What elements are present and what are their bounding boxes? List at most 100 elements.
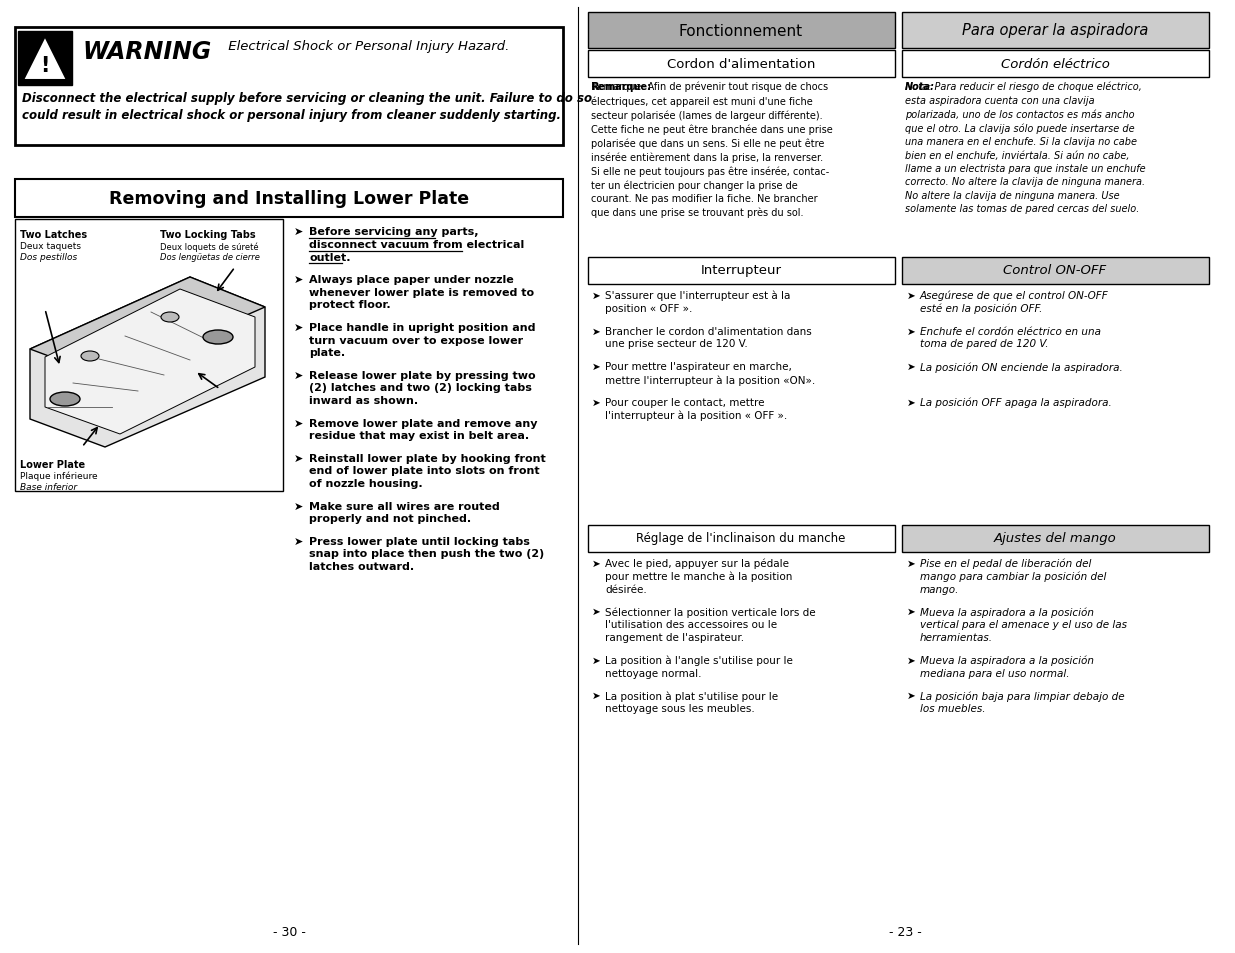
- Text: l'interrupteur à la position « OFF ».: l'interrupteur à la position « OFF ».: [605, 410, 787, 420]
- Text: snap into place then push the two (2): snap into place then push the two (2): [309, 549, 545, 558]
- Text: Pour couper le contact, mettre: Pour couper le contact, mettre: [605, 397, 764, 407]
- Text: ➤: ➤: [592, 397, 600, 407]
- Text: ➤: ➤: [592, 655, 600, 665]
- Text: protect floor.: protect floor.: [309, 300, 390, 310]
- Polygon shape: [30, 277, 266, 448]
- FancyBboxPatch shape: [588, 51, 895, 78]
- Text: ➤: ➤: [592, 291, 600, 301]
- Text: Para operar la aspiradora: Para operar la aspiradora: [962, 24, 1149, 38]
- Text: ➤: ➤: [294, 418, 304, 428]
- Text: Place handle in upright position and: Place handle in upright position and: [309, 322, 536, 333]
- Text: Fonctionnement: Fonctionnement: [679, 24, 803, 38]
- Text: Electrical Shock or Personal Injury Hazard.: Electrical Shock or Personal Injury Haza…: [224, 40, 509, 53]
- Text: herramientas.: herramientas.: [920, 633, 993, 642]
- Text: !: !: [41, 56, 49, 76]
- Text: Remarque:: Remarque:: [592, 82, 651, 91]
- Text: une prise secteur de 120 V.: une prise secteur de 120 V.: [605, 339, 747, 349]
- Text: Sélectionner la position verticale lors de: Sélectionner la position verticale lors …: [605, 607, 815, 618]
- Text: Remove lower plate and remove any: Remove lower plate and remove any: [309, 418, 537, 428]
- Text: ➤: ➤: [592, 362, 600, 372]
- Text: ➤: ➤: [592, 691, 600, 700]
- Text: inward as shown.: inward as shown.: [309, 395, 419, 406]
- Text: los muebles.: los muebles.: [920, 703, 986, 714]
- Text: Before servicing any parts,: Before servicing any parts,: [309, 227, 478, 236]
- Text: position « OFF ».: position « OFF ».: [605, 303, 693, 314]
- FancyBboxPatch shape: [588, 525, 895, 553]
- Text: properly and not pinched.: properly and not pinched.: [309, 514, 471, 524]
- Text: plate.: plate.: [309, 348, 345, 358]
- Text: ➤: ➤: [906, 691, 915, 700]
- Text: ➤: ➤: [592, 326, 600, 336]
- Text: latches outward.: latches outward.: [309, 561, 414, 572]
- Text: Mueva la aspiradora a la posición: Mueva la aspiradora a la posición: [920, 655, 1094, 665]
- Text: pour mettre le manche à la position: pour mettre le manche à la position: [605, 571, 793, 581]
- Text: end of lower plate into slots on front: end of lower plate into slots on front: [309, 466, 540, 476]
- Text: ➤: ➤: [294, 227, 304, 236]
- Text: Ajustes del mango: Ajustes del mango: [994, 532, 1116, 545]
- Text: La position à plat s'utilise pour le: La position à plat s'utilise pour le: [605, 691, 778, 701]
- Text: Cordon d'alimentation: Cordon d'alimentation: [667, 57, 815, 71]
- Text: mango para cambiar la posición del: mango para cambiar la posición del: [920, 571, 1107, 581]
- Text: Mueva la aspiradora a la posición: Mueva la aspiradora a la posición: [920, 607, 1094, 618]
- Text: outlet.: outlet.: [309, 253, 351, 262]
- Text: ➤: ➤: [294, 371, 304, 380]
- Text: Asegúrese de que el control ON-OFF: Asegúrese de que el control ON-OFF: [920, 291, 1109, 301]
- Text: residue that may exist in belt area.: residue that may exist in belt area.: [309, 431, 529, 441]
- Text: ➤: ➤: [906, 558, 915, 568]
- Text: Remarque: Afin de prévenir tout risque de chocs
électriques, cet appareil est mu: Remarque: Afin de prévenir tout risque d…: [592, 82, 832, 218]
- Text: ➤: ➤: [294, 454, 304, 463]
- Text: Pise en el pedal de liberación del: Pise en el pedal de liberación del: [920, 558, 1092, 569]
- Text: Réglage de l'inclinaison du manche: Réglage de l'inclinaison du manche: [636, 532, 846, 545]
- Text: rangement de l'aspirateur.: rangement de l'aspirateur.: [605, 633, 745, 642]
- Text: nettoyage sous les meubles.: nettoyage sous les meubles.: [605, 703, 755, 714]
- Text: La position à l'angle s'utilise pour le: La position à l'angle s'utilise pour le: [605, 655, 793, 665]
- Text: désirée.: désirée.: [605, 584, 647, 594]
- Text: Dos lengüetas de cierre: Dos lengüetas de cierre: [161, 253, 259, 262]
- Text: Brancher le cordon d'alimentation dans: Brancher le cordon d'alimentation dans: [605, 326, 811, 336]
- FancyBboxPatch shape: [902, 51, 1209, 78]
- Text: ➤: ➤: [906, 607, 915, 617]
- Text: - 30 -: - 30 -: [273, 925, 305, 938]
- Ellipse shape: [82, 352, 99, 361]
- Text: of nozzle housing.: of nozzle housing.: [309, 478, 422, 489]
- FancyBboxPatch shape: [902, 257, 1209, 285]
- Text: mettre l'interrupteur à la position «ON».: mettre l'interrupteur à la position «ON»…: [605, 375, 815, 385]
- Text: Press lower plate until locking tabs: Press lower plate until locking tabs: [309, 537, 530, 546]
- Text: Interrupteur: Interrupteur: [700, 264, 782, 277]
- Text: mediana para el uso normal.: mediana para el uso normal.: [920, 668, 1070, 678]
- Text: Lower Plate: Lower Plate: [20, 459, 85, 470]
- FancyBboxPatch shape: [15, 28, 563, 146]
- Text: Cordón eléctrico: Cordón eléctrico: [1000, 57, 1109, 71]
- FancyBboxPatch shape: [588, 257, 895, 285]
- Text: Pour mettre l'aspirateur en marche,: Pour mettre l'aspirateur en marche,: [605, 362, 792, 372]
- Text: - 23 -: - 23 -: [889, 925, 921, 938]
- FancyBboxPatch shape: [15, 180, 563, 218]
- Text: Enchufe el cordón eléctrico en una: Enchufe el cordón eléctrico en una: [920, 326, 1100, 336]
- Text: Deux loquets de súreté: Deux loquets de súreté: [161, 242, 258, 252]
- Text: vertical para el amenace y el uso de las: vertical para el amenace y el uso de las: [920, 619, 1128, 630]
- FancyBboxPatch shape: [902, 13, 1209, 49]
- Text: Removing and Installing Lower Plate: Removing and Installing Lower Plate: [109, 190, 469, 208]
- Text: Release lower plate by pressing two: Release lower plate by pressing two: [309, 371, 536, 380]
- Text: La posición baja para limpiar debajo de: La posición baja para limpiar debajo de: [920, 691, 1125, 701]
- Text: Nota:: Nota:: [905, 82, 935, 91]
- Text: Nota: Para reducir el riesgo de choque eléctrico,
esta aspiradora cuenta con una: Nota: Para reducir el riesgo de choque e…: [905, 82, 1146, 213]
- Text: Two Locking Tabs: Two Locking Tabs: [161, 230, 256, 240]
- Text: ➤: ➤: [294, 322, 304, 333]
- Text: La posición ON enciende la aspiradora.: La posición ON enciende la aspiradora.: [920, 362, 1123, 373]
- FancyBboxPatch shape: [19, 32, 72, 86]
- Text: ➤: ➤: [906, 291, 915, 301]
- Text: ➤: ➤: [294, 501, 304, 511]
- FancyBboxPatch shape: [902, 525, 1209, 553]
- Text: Dos pestillos: Dos pestillos: [20, 253, 78, 262]
- Text: ➤: ➤: [906, 655, 915, 665]
- Text: Reinstall lower plate by hooking front: Reinstall lower plate by hooking front: [309, 454, 546, 463]
- Text: Disconnect the electrical supply before servicing or cleaning the unit. Failure : Disconnect the electrical supply before …: [22, 91, 592, 122]
- Polygon shape: [44, 290, 254, 435]
- Ellipse shape: [161, 313, 179, 323]
- Text: toma de pared de 120 V.: toma de pared de 120 V.: [920, 339, 1049, 349]
- Text: ➤: ➤: [906, 397, 915, 407]
- Text: ➤: ➤: [294, 274, 304, 285]
- Text: ➤: ➤: [592, 607, 600, 617]
- FancyBboxPatch shape: [588, 13, 895, 49]
